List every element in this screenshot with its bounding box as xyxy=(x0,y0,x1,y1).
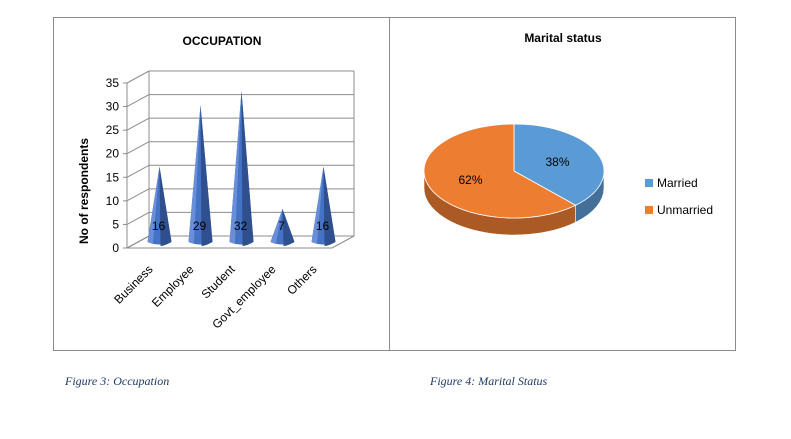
y-tick-label: 15 xyxy=(106,170,120,184)
marital-status-chart-title: Marital status xyxy=(524,31,602,45)
figure-caption-occupation: Figure 3: Occupation xyxy=(65,374,170,388)
data-label: 7 xyxy=(278,219,285,233)
data-label: 16 xyxy=(316,219,330,233)
bar-cone xyxy=(147,166,172,246)
gridline-side xyxy=(126,117,150,131)
pie-slice-unmarried xyxy=(423,123,577,219)
y-tick-label: 5 xyxy=(112,217,119,231)
marital-status-chart: Marital status 38% 62% Married Unmarried xyxy=(423,31,713,236)
chart-floor xyxy=(126,235,355,249)
cone-shade xyxy=(323,166,336,246)
data-label: 32 xyxy=(234,219,248,233)
x-tick-label: Student xyxy=(198,262,238,302)
cone-highlight xyxy=(270,209,283,244)
gridline-side xyxy=(126,70,150,84)
y-tick-label: 20 xyxy=(106,147,120,161)
pie-data-label: 62% xyxy=(458,173,482,187)
occupation-chart: OCCUPATION No of respondents 0 5 10 15 20 25 3… xyxy=(77,34,355,332)
legend-label: Married xyxy=(657,176,698,190)
bar-cone xyxy=(270,209,295,246)
occupation-y-axis-label: No of respondents xyxy=(77,138,91,244)
pie-slice-married xyxy=(513,123,605,206)
data-label: 16 xyxy=(152,219,166,233)
marital-status-chart-panel: Marital status 38% 62% Married Unmarried xyxy=(389,17,736,351)
bar-cone xyxy=(311,166,336,246)
x-tick-label: Employee xyxy=(149,262,197,310)
gridline-side xyxy=(126,164,150,178)
gridline-side xyxy=(126,211,150,225)
cone-shade xyxy=(282,209,295,246)
data-label: 29 xyxy=(193,219,207,233)
bar-cone xyxy=(229,91,254,247)
cone-highlight xyxy=(229,91,242,245)
pie-data-label: 38% xyxy=(545,155,569,169)
y-tick-label: 30 xyxy=(106,100,120,114)
cone-highlight xyxy=(188,105,201,245)
cone-shade xyxy=(159,166,172,246)
x-tick-label: Others xyxy=(284,262,319,297)
y-tick-label: 35 xyxy=(106,76,120,90)
figure-caption-marital-status: Figure 4: Marital Status xyxy=(430,374,548,388)
cone-shade xyxy=(241,91,254,247)
gridline-side xyxy=(126,141,150,155)
gridline-side xyxy=(126,94,150,108)
cone-highlight xyxy=(311,166,324,244)
y-tick-label: 10 xyxy=(106,194,120,208)
legend-swatch xyxy=(645,179,653,187)
y-tick-label: 25 xyxy=(106,123,120,137)
legend-swatch xyxy=(645,206,653,214)
gridline-side xyxy=(126,188,150,202)
bar-cone xyxy=(188,105,213,247)
legend-label: Unmarried xyxy=(657,203,713,217)
y-tick-label: 0 xyxy=(112,241,119,255)
cone-highlight xyxy=(147,166,160,244)
occupation-chart-title: OCCUPATION xyxy=(183,34,262,48)
cone-shade xyxy=(200,105,213,247)
occupation-chart-panel: OCCUPATION No of respondents 0 5 10 15 20 25 3… xyxy=(53,17,390,351)
